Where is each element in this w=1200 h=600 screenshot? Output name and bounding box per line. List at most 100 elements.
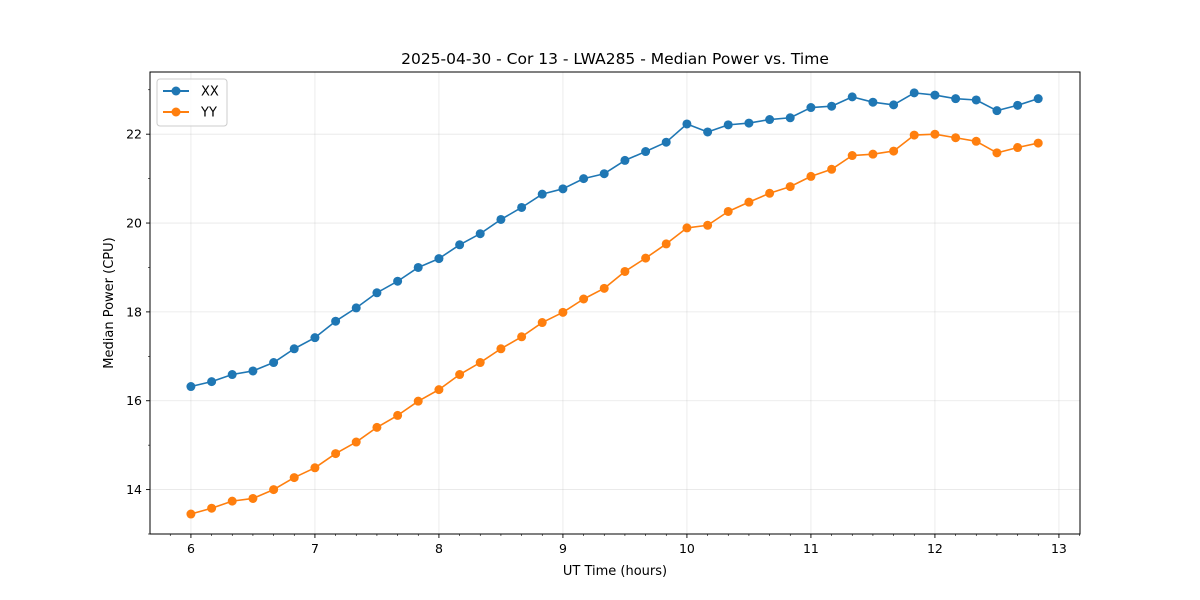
series-yy-point (806, 171, 816, 181)
series-xx-point (930, 90, 940, 100)
series-yy-point (186, 509, 196, 519)
x-tick-label: 12 (927, 541, 943, 556)
series-xx-point (186, 382, 196, 392)
y-tick-label: 16 (126, 393, 142, 408)
x-tick-label: 9 (559, 541, 567, 556)
series-xx-point (455, 240, 465, 250)
series-xx-point (682, 119, 692, 129)
series-yy-point (744, 197, 754, 207)
legend: XX YY (156, 78, 228, 127)
series-yy-point (909, 130, 919, 140)
grid (150, 72, 1080, 534)
series-xx-point (951, 94, 961, 104)
series-yy-point (868, 149, 878, 159)
series-yy-point (351, 437, 361, 447)
series-xx-point (992, 106, 1002, 116)
x-axis-label: UT Time (hours) (563, 564, 667, 579)
series-xx-point (269, 358, 279, 368)
series-yy-point (951, 133, 961, 143)
series-xx-point (207, 377, 217, 387)
y-tick-label: 22 (126, 127, 142, 142)
y-tick-label: 14 (126, 482, 142, 497)
series-yy-point (641, 253, 651, 263)
legend-xx-marker (171, 86, 181, 96)
series-xx-point (827, 101, 837, 111)
series-yy-point (434, 385, 444, 395)
series-yy-point (620, 266, 630, 276)
series-yy-point (579, 294, 589, 304)
series-xx-point (393, 276, 403, 286)
series-yy-point (455, 370, 465, 380)
series-xx-point (558, 184, 568, 194)
series-layer (186, 88, 1043, 519)
series-xx (186, 88, 1043, 392)
series-yy-point (661, 239, 671, 249)
series-yy-point (599, 283, 609, 293)
series-yy-point (227, 496, 237, 506)
series-yy-point (475, 358, 485, 368)
y-axis-label: Median Power (CPU) (102, 237, 117, 368)
series-yy-point (827, 164, 837, 174)
series-xx-point (889, 100, 899, 110)
series-xx-point (806, 103, 816, 113)
series-yy-point (517, 332, 527, 342)
series-xx-point (537, 189, 547, 199)
series-xx-point (579, 174, 589, 184)
series-xx-point (661, 137, 671, 147)
series-yy-point (558, 307, 568, 317)
series-xx-point (765, 115, 775, 125)
series-yy-point (331, 449, 341, 459)
x-tick-label: 8 (435, 541, 443, 556)
series-xx-point (723, 120, 733, 130)
series-yy-point (269, 485, 279, 495)
axes: 6 7 8 9 10 11 12 13 14 16 18 20 22 (126, 89, 1080, 556)
plot-frame (149, 71, 1081, 535)
legend-yy-label: YY (200, 106, 217, 121)
series-xx-point (703, 127, 713, 137)
series-yy-point (248, 493, 258, 503)
x-tick-label: 13 (1051, 541, 1067, 556)
series-yy (186, 129, 1043, 519)
series-yy-point (723, 206, 733, 216)
series-yy-point (393, 410, 403, 420)
series-yy-point (930, 129, 940, 139)
series-yy-point (1033, 138, 1043, 148)
series-xx-point (248, 366, 258, 376)
series-xx-point (1033, 94, 1043, 104)
series-xx-point (496, 214, 506, 224)
series-xx-point (847, 92, 857, 102)
series-yy-point (1013, 143, 1023, 153)
series-yy-point (992, 148, 1002, 158)
legend-xx-label: XX (201, 85, 219, 100)
series-xx-point (227, 370, 237, 380)
series-yy-point (310, 463, 320, 473)
x-tick-label: 10 (679, 541, 695, 556)
series-xx-point (517, 202, 527, 212)
series-yy-point (703, 220, 713, 230)
series-xx-point (413, 262, 423, 272)
series-xx-point (351, 303, 361, 313)
series-xx-point (785, 113, 795, 123)
series-xx-point (599, 169, 609, 179)
series-yy-point (682, 223, 692, 233)
series-xx-point (331, 316, 341, 326)
series-xx-point (475, 229, 485, 239)
x-tick-label: 6 (187, 541, 195, 556)
series-yy-point (765, 188, 775, 198)
series-xx-point (971, 95, 981, 105)
series-xx-point (620, 155, 630, 165)
series-xx-point (744, 118, 754, 128)
x-tick-label: 7 (311, 541, 319, 556)
legend-yy-marker (171, 107, 181, 117)
chart-title: 2025-04-30 - Cor 13 - LWA285 - Median Po… (401, 50, 829, 68)
series-yy-point (413, 396, 423, 406)
series-yy-point (847, 151, 857, 161)
series-xx-point (289, 344, 299, 354)
series-yy-point (785, 182, 795, 192)
y-tick-label: 20 (126, 216, 142, 231)
series-yy-point (207, 503, 217, 513)
series-xx-point (434, 254, 444, 264)
series-yy-point (372, 422, 382, 432)
series-yy-point (889, 146, 899, 156)
